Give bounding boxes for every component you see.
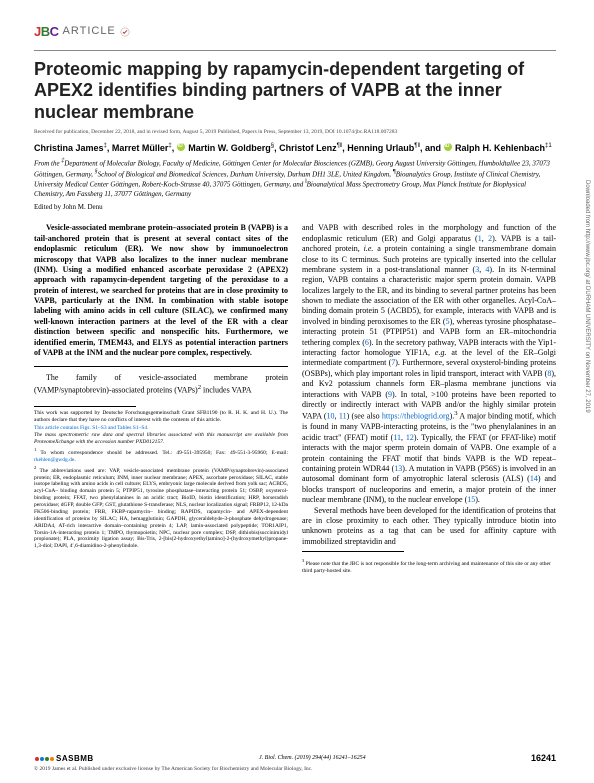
footnote-supp: This article contains Figs. S1–S3 and Ta…	[34, 425, 288, 432]
footnote-data: The mass spectrometric raw data and spec…	[34, 432, 288, 446]
article-label: ARTICLE	[63, 25, 116, 39]
body-text: and VAPB with described roles in the mor…	[302, 223, 556, 547]
download-sidebar: Downloaded from http://www.jbc.org/ at D…	[583, 180, 591, 413]
publication-info: Received for publication, December 22, 2…	[34, 129, 556, 136]
intro-paragraph: The family of vesicle-associated membran…	[34, 373, 288, 395]
check-icon	[120, 27, 130, 37]
asbmb-text: SASBMB	[56, 754, 94, 764]
page-footer: SASBMB J. Biol. Chem. (2019) 294(44) 162…	[34, 753, 556, 773]
logo-letter-c: C	[50, 24, 59, 39]
abstract-text: Vesicle-associated membrane protein–asso…	[34, 223, 288, 357]
right-column: and VAPB with described roles in the mor…	[302, 223, 556, 574]
article-title: Proteomic mapping by rapamycin-dependent…	[34, 59, 556, 123]
left-column: Vesicle-associated membrane protein–asso…	[34, 223, 288, 574]
header-rule	[34, 50, 556, 51]
edited-by: Edited by John M. Denu	[34, 203, 556, 212]
logo-letter-b: B	[41, 24, 50, 39]
copyright-line: © 2019 James et al. Published under excl…	[34, 766, 556, 773]
two-column-layout: Vesicle-associated membrane protein–asso…	[34, 223, 556, 574]
page-number: 16241	[531, 753, 556, 764]
footnote-support: This work was supported by Deutsche Fors…	[34, 410, 288, 424]
abstract-divider	[34, 366, 288, 367]
asbmb-logo: SASBMB	[34, 754, 94, 764]
asbmb-icon	[34, 754, 54, 764]
footnote-abbreviations: 2 The abbreviations used are: VAP, vesic…	[34, 465, 288, 550]
journal-header: JBC ARTICLE	[34, 24, 556, 40]
footer-line: SASBMB J. Biol. Chem. (2019) 294(44) 162…	[34, 753, 556, 764]
page-container: JBC ARTICLE Proteomic mapping by rapamyc…	[0, 0, 594, 592]
footnotes-divider	[34, 406, 136, 407]
affiliations: From the ‡Department of Molecular Biolog…	[34, 158, 556, 198]
logo-letter-j: J	[34, 24, 41, 39]
footnotes-block: This work was supported by Deutsche Fors…	[34, 410, 288, 550]
journal-logo: JBC	[34, 24, 59, 40]
right-footnote-divider	[302, 551, 404, 552]
footnote-correspondence: 1 To whom correspondence should be addre…	[34, 447, 288, 464]
authors-list: Christina James‡, Marret Müller‡, Martin…	[34, 142, 556, 154]
abstract: Vesicle-associated membrane protein–asso…	[34, 223, 288, 358]
body-paragraph-2: Several methods have been developed for …	[302, 506, 556, 548]
right-footnote: 3 Please note that the JBC is not respon…	[302, 558, 556, 574]
journal-citation: J. Biol. Chem. (2019) 294(44) 16241–1625…	[259, 755, 366, 763]
body-paragraph-1: and VAPB with described roles in the mor…	[302, 223, 556, 505]
